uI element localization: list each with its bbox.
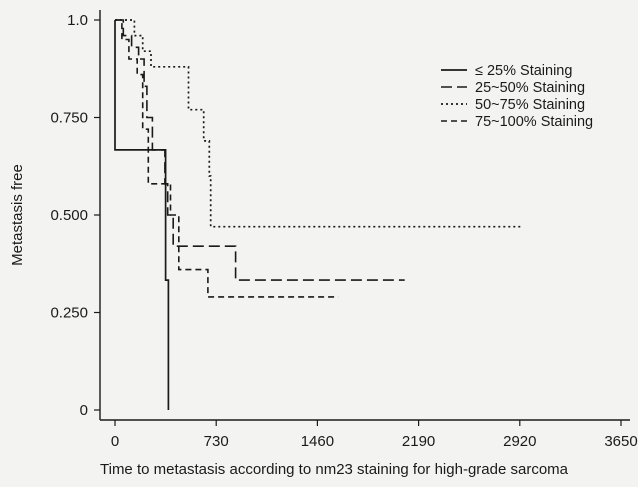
x-tick-label: 2920 <box>503 433 536 450</box>
legend-label: ≤ 25% Staining <box>475 63 572 79</box>
x-tick-label: 3650 <box>604 433 637 450</box>
y-ticks: 0 0.250 0.500 0.750 1.0 <box>50 12 100 419</box>
legend-label: 75~100% Staining <box>475 114 593 130</box>
series-line-4 <box>115 19 339 298</box>
x-tick-label: 730 <box>204 433 229 450</box>
y-tick-label: 0.750 <box>50 110 88 127</box>
x-tick-label: 2190 <box>402 433 435 450</box>
x-tick-label: 1460 <box>301 433 334 450</box>
x-tick-label: 0 <box>111 433 119 450</box>
legend-label: 50~75% Staining <box>475 97 585 113</box>
y-tick-label: 1.0 <box>67 12 88 29</box>
series-line-3 <box>115 19 523 228</box>
y-tick-label: 0.500 <box>50 207 88 224</box>
y-tick-label: 0 <box>80 402 88 419</box>
legend-label: 25~50% Staining <box>475 80 585 96</box>
series-line-2 <box>115 19 405 281</box>
x-ticks: 0 730 1460 2190 2920 3650 <box>111 420 638 450</box>
series-layer <box>114 19 523 410</box>
series-line-1 <box>114 20 170 410</box>
y-axis-title: Metastasis free <box>9 164 26 266</box>
y-tick-label: 0.250 <box>50 305 88 322</box>
x-axis-title: Time to metastasis according to nm23 sta… <box>100 461 569 478</box>
